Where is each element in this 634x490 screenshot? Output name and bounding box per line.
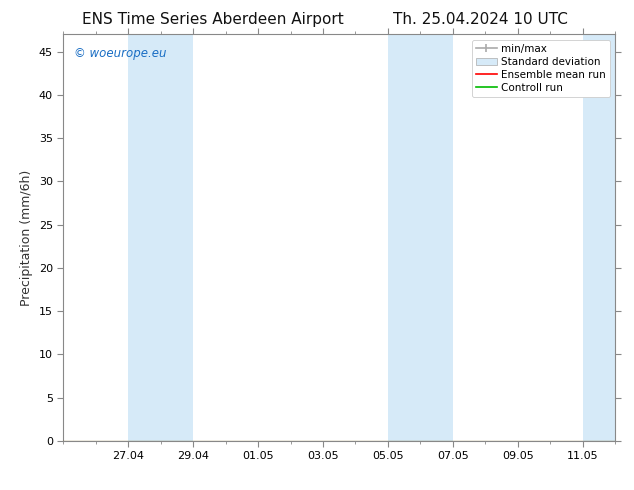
Bar [388, 34, 453, 441]
Text: © woeurope.eu: © woeurope.eu [74, 47, 167, 59]
Y-axis label: Precipitation (mm/6h): Precipitation (mm/6h) [20, 170, 34, 306]
Text: Th. 25.04.2024 10 UTC: Th. 25.04.2024 10 UTC [393, 12, 568, 27]
Legend: min/max, Standard deviation, Ensemble mean run, Controll run: min/max, Standard deviation, Ensemble me… [472, 40, 610, 97]
Text: ENS Time Series Aberdeen Airport: ENS Time Series Aberdeen Airport [82, 12, 344, 27]
Bar [128, 34, 193, 441]
Bar [583, 34, 615, 441]
